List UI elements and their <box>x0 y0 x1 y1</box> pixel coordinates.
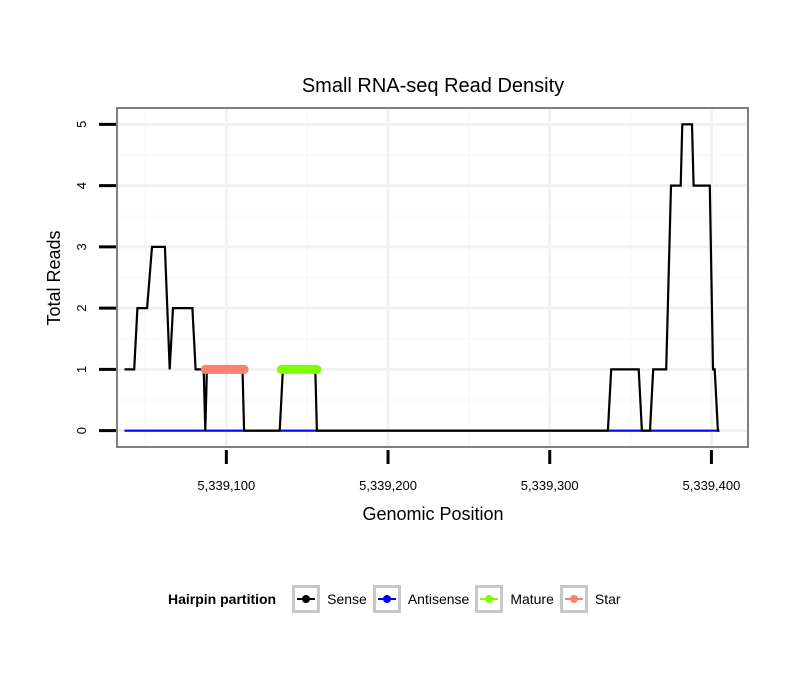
legend-key-mature <box>475 585 504 613</box>
legend-item-mature: Mature <box>475 585 554 613</box>
x-tick-label: 5,339,300 <box>521 478 579 493</box>
legend-item-star: Star <box>559 585 621 613</box>
legend-label-antisense: Antisense <box>407 591 470 607</box>
legend-label-star: Star <box>594 591 621 607</box>
chart-title: Small RNA-seq Read Density <box>302 75 564 97</box>
legend-key-star <box>559 585 588 613</box>
legend: Hairpin partition Sense Antisense Mature… <box>168 584 627 614</box>
legend-label-sense: Sense <box>327 591 367 607</box>
series-line-sense <box>124 123 720 432</box>
legend-title: Hairpin partition <box>168 591 277 607</box>
x-axis: 5,339,100 5,339,200 5,339,300 5,339,400 <box>197 450 740 493</box>
y-tick-label: 4 <box>74 182 89 189</box>
legend-key-sense <box>292 585 321 613</box>
series-layer <box>124 123 720 432</box>
x-tick-label: 5,339,100 <box>197 478 255 493</box>
x-tick-label: 5,339,400 <box>683 478 741 493</box>
y-tick-label: 3 <box>74 243 89 250</box>
x-tick-label: 5,339,200 <box>359 478 417 493</box>
y-tick-label: 2 <box>74 305 89 312</box>
x-axis-label: Genomic Position <box>362 504 503 524</box>
legend-label-mature: Mature <box>510 591 554 607</box>
legend-item-sense: Sense <box>292 585 367 613</box>
plot-panel <box>116 107 749 448</box>
y-tick-label: 1 <box>74 366 89 373</box>
y-axis: 0 1 2 3 4 5 <box>74 121 116 434</box>
y-tick-label: 5 <box>74 121 89 128</box>
y-axis-label: Total Reads <box>44 230 64 325</box>
y-tick-label: 0 <box>74 427 89 434</box>
legend-key-antisense <box>372 585 401 613</box>
legend-item-antisense: Antisense <box>372 585 470 613</box>
